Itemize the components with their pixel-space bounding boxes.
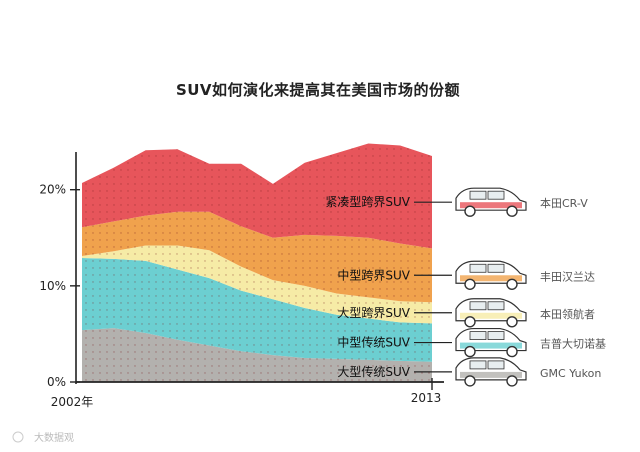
car-window <box>487 331 505 340</box>
series-4-texture <box>82 143 432 249</box>
x-tick-label: 2013 <box>411 391 442 405</box>
car-window <box>469 263 487 273</box>
car-icon <box>455 357 527 387</box>
area-layers <box>82 143 432 382</box>
segment-label: 大型跨界SUV <box>337 306 410 320</box>
car-stripe <box>460 342 522 349</box>
series-2-texture <box>82 245 432 324</box>
car-window <box>487 301 505 311</box>
car-wheel <box>506 316 518 328</box>
car-model-label: 本田CR-V <box>540 196 588 210</box>
car-window <box>487 360 505 370</box>
car-wheel <box>464 345 476 358</box>
segment-labels: 大型传统SUV 中型传统SUV 大型跨界SUV 中型跨界SUV 紧凑型跨界SUV <box>325 195 452 379</box>
car-model-label: 丰田汉兰达 <box>540 270 595 283</box>
car-window <box>469 331 487 340</box>
car-window <box>487 263 505 273</box>
car-wheel <box>506 278 518 290</box>
car-wheel <box>464 278 476 290</box>
car-wheel <box>506 375 518 387</box>
watermark-text: 大数据观 <box>34 431 74 444</box>
car-wheel <box>464 205 476 217</box>
car-wheel <box>506 205 518 217</box>
chart-title: SUV如何演化来提高其在美国市场的份额 <box>176 81 460 99</box>
car-wheel <box>464 375 476 387</box>
y-tick-label: 10% <box>39 279 66 293</box>
y-tick-label: 20% <box>39 183 66 197</box>
watermark: 大数据观 <box>12 431 74 444</box>
car-stripe <box>460 312 522 319</box>
car-window <box>487 190 505 200</box>
watermark-logo-icon <box>12 431 24 443</box>
series-1-texture <box>82 257 432 362</box>
car-model-label: GMC Yukon <box>540 367 601 380</box>
y-tick-label: 0% <box>47 375 66 389</box>
car-stripe <box>460 275 522 282</box>
car-window <box>469 190 487 200</box>
car-icon <box>455 327 527 358</box>
car-wheel <box>506 345 518 358</box>
car-model-label: 本田领航者 <box>540 307 595 321</box>
car-wheel <box>464 316 476 328</box>
segment-label: 紧凑型跨界SUV <box>325 195 410 209</box>
axes <box>75 152 444 390</box>
segment-label: 中型跨界SUV <box>337 267 410 282</box>
x-tick-label: 2002年 <box>51 395 94 409</box>
car-stripe <box>460 202 522 209</box>
car-stripe <box>460 371 522 378</box>
segment-label: 大型传统SUV <box>337 364 410 379</box>
series-0-texture <box>82 328 432 382</box>
tick-labels: 0% 10% 20% 2002年 2013 <box>39 183 441 409</box>
segment-label: 中型传统SUV <box>337 335 410 350</box>
car-model-label: 吉普大切诺基 <box>540 337 606 351</box>
car-window <box>469 360 487 370</box>
car-icon <box>455 298 527 328</box>
car-window <box>469 301 487 311</box>
car-icon <box>455 260 527 290</box>
car-icon <box>455 187 527 217</box>
series-3-texture <box>82 211 432 303</box>
